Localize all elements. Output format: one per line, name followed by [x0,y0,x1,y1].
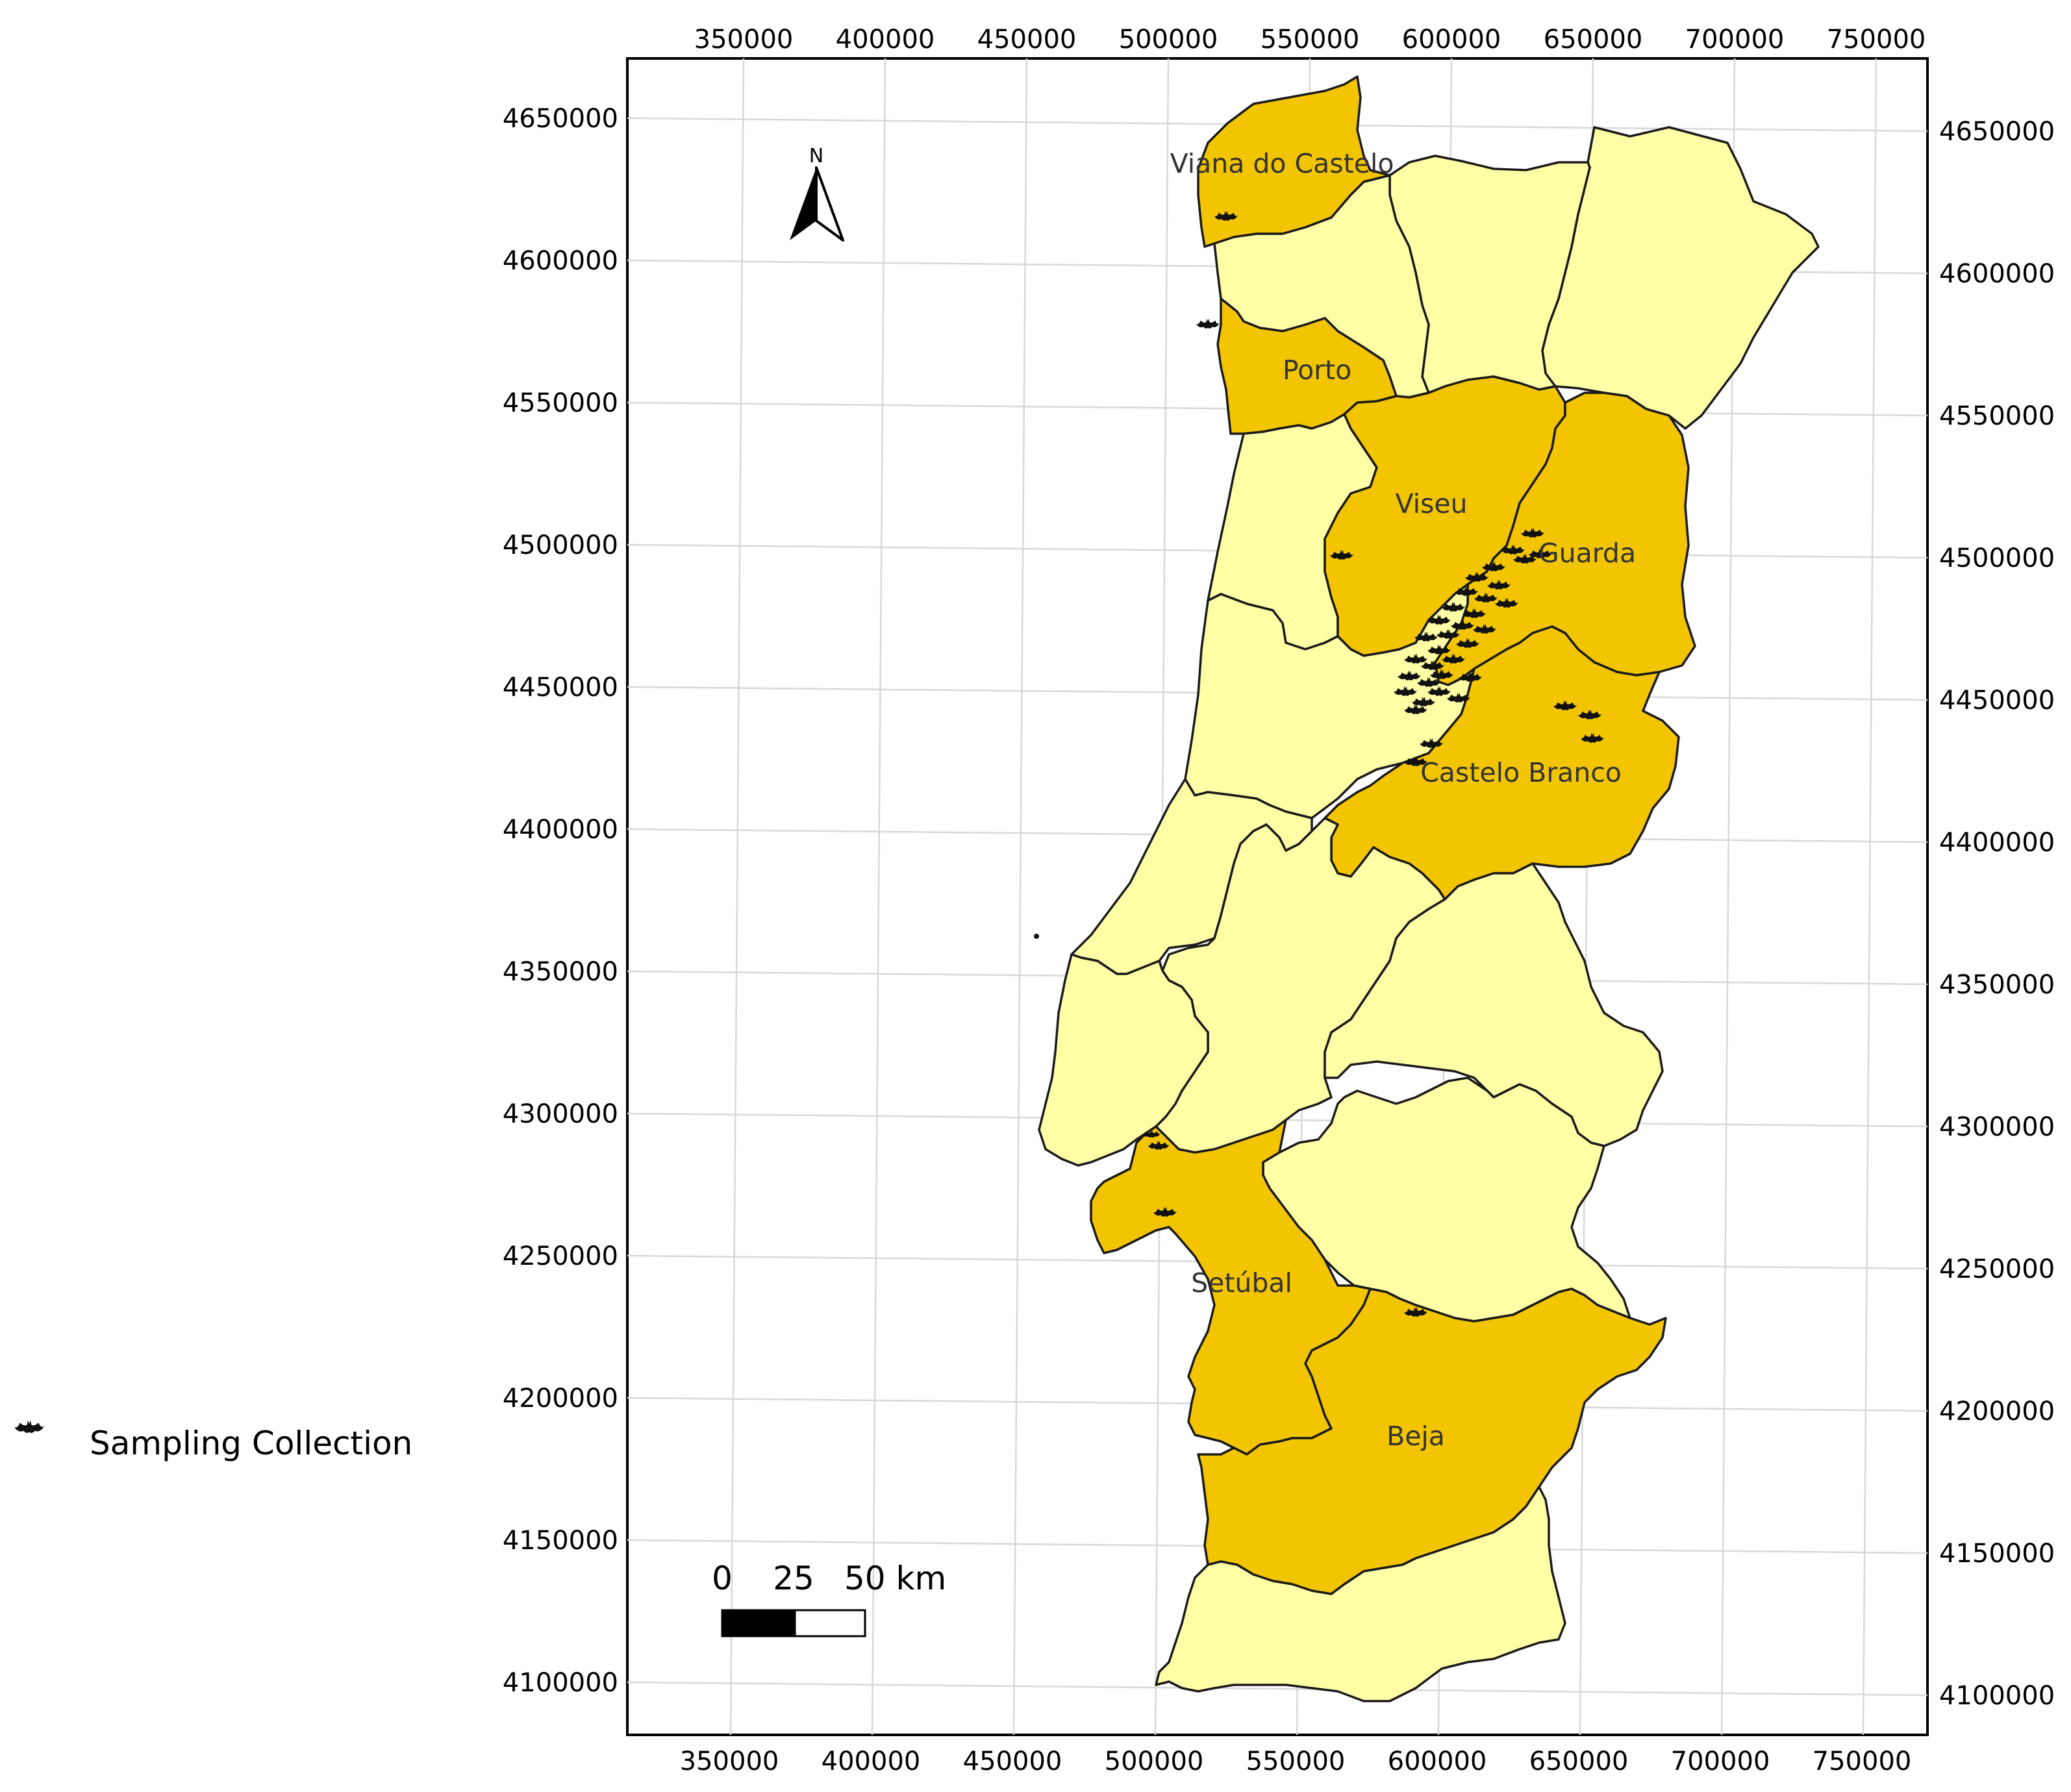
grid-line-vertical [729,58,745,1735]
scale-bar-black-segment [722,1610,795,1636]
y-tick-label-left: 4100000 [503,1668,618,1698]
y-tick-label-left: 4650000 [503,104,618,134]
x-tick-label-top: 400000 [836,25,935,55]
north-arrow: N [790,145,844,242]
y-tick-label-right: 4300000 [1939,1112,2055,1142]
x-tick-label-top: 550000 [1261,25,1360,55]
district-label: Guarda [1538,538,1636,569]
y-tick-label-right: 4100000 [1939,1681,2055,1711]
x-tick-label-bottom: 750000 [1813,1747,1912,1776]
grid-line-vertical [1012,58,1028,1735]
grid-line-vertical [1862,58,1877,1735]
x-tick-label-bottom: 550000 [1246,1747,1346,1776]
district-label: Viseu [1395,488,1467,519]
district-layer [1038,75,1820,1702]
district-labels: Viana do Castelo Porto Viseu Guarda Castelo … [1170,148,1637,1452]
y-tick-label-right: 4600000 [1939,259,2055,289]
y-tick-label-left: 4600000 [503,246,618,276]
x-tick-label-bottom: 600000 [1388,1747,1487,1776]
district-lisboa [1038,953,1209,1167]
x-tick-label-bottom: 350000 [680,1747,779,1776]
y-tick-label-left: 4500000 [503,530,618,560]
y-tick-label-right: 4350000 [1939,970,2055,1000]
x-tick-label-top: 700000 [1685,25,1785,55]
y-tick-label-left: 4450000 [503,673,618,703]
y-tick-label-right: 4500000 [1939,543,2055,573]
x-tick-label-top: 750000 [1827,25,1926,55]
y-tick-label-right: 4550000 [1939,401,2055,431]
y-tick-label-left: 4300000 [503,1099,618,1129]
y-tick-label-right: 4250000 [1939,1254,2055,1284]
district-faro [1155,1486,1566,1702]
y-tick-label-left: 4550000 [503,388,618,418]
legend-bat-icon [14,1420,45,1433]
x-tick-label-top: 650000 [1544,25,1643,55]
x-tick-label-top: 600000 [1402,25,1501,55]
x-tick-label-bottom: 450000 [963,1747,1062,1776]
district-label: Setúbal [1191,1267,1292,1299]
y-tick-label-right: 4400000 [1939,828,2055,858]
north-arrow-label: N [809,145,823,168]
y-tick-label-left: 4200000 [503,1384,618,1413]
scale-bar-white-segment [794,1609,866,1637]
y-tick-label-right: 4650000 [1939,117,2055,147]
small-island [1034,934,1039,939]
x-tick-label-top: 500000 [1119,25,1218,55]
district-label: Porto [1283,355,1351,386]
legend-label: Sampling Collection [90,1425,412,1462]
legend: Sampling Collection [14,1420,412,1462]
y-axis-right-labels: 4650000 4600000 4550000 4500000 4450000 44000… [1939,117,2055,1711]
y-tick-label-left: 4350000 [503,957,618,987]
y-tick-label-left: 4400000 [503,815,618,845]
x-tick-label-bottom: 400000 [822,1747,921,1776]
y-tick-label-right: 4200000 [1939,1397,2055,1426]
district-label: Castelo Branco [1420,757,1622,788]
district-label: Beja [1387,1421,1445,1452]
x-tick-label-bottom: 650000 [1529,1747,1629,1776]
x-tick-label-top: 350000 [694,25,794,55]
y-tick-label-right: 4450000 [1939,686,2055,716]
sampling-markers [1034,210,1605,1317]
y-tick-label-left: 4250000 [503,1241,618,1271]
y-axis-left-labels: 4650000 4600000 4550000 4500000 4450000 44000… [503,104,618,1698]
district-label: Viana do Castelo [1170,148,1394,179]
x-axis-bottom-labels: 350000 400000 450000 500000 550000 600000 6500… [680,1747,1912,1776]
scale-label-50: 50 km [844,1560,946,1597]
x-tick-label-bottom: 500000 [1105,1747,1204,1776]
y-tick-label-right: 4150000 [1939,1539,2055,1569]
scale-label-25: 25 [773,1560,814,1597]
y-tick-label-left: 4150000 [503,1526,618,1556]
x-axis-top-labels: 350000 400000 450000 500000 550000 600000 6500… [694,25,1926,55]
x-tick-label-bottom: 700000 [1671,1747,1770,1776]
grid-line-horizontal [627,1681,1927,1697]
district-evora [1262,1076,1631,1323]
scale-bar: 0 25 50 km [712,1560,946,1637]
x-tick-label-top: 450000 [977,25,1077,55]
district-viana-do-castelo [1197,75,1391,248]
north-arrow-icon [790,168,816,240]
grid-line-vertical [871,58,886,1735]
scale-label-0: 0 [712,1560,733,1597]
